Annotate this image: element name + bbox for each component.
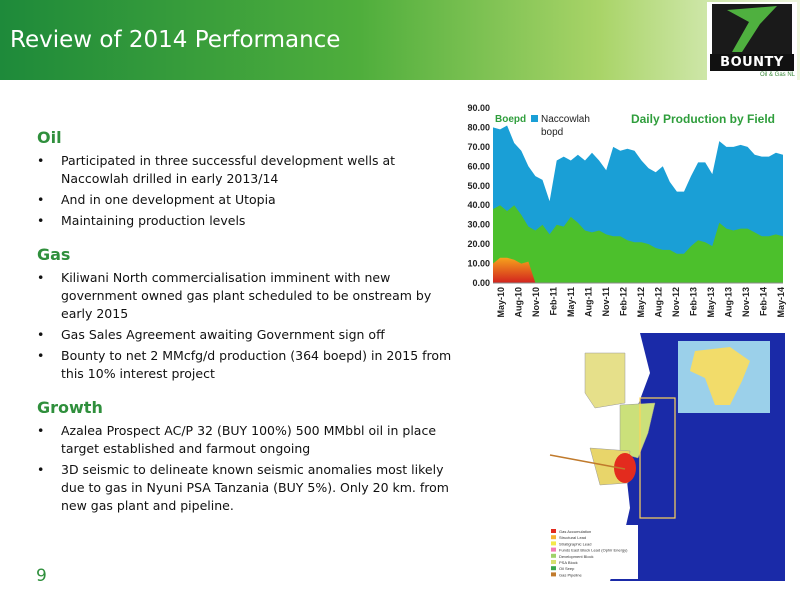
bullet-list: Kiliwani North commercialisation imminen…	[37, 269, 452, 383]
map-legend-swatch	[551, 547, 556, 552]
bullet-item: Participated in three successful develop…	[37, 152, 452, 188]
x-tick-label: Feb-13	[689, 287, 699, 316]
bullet-item: And in one development at Utopia	[37, 191, 452, 209]
bullet-item: Gas Sales Agreement awaiting Government …	[37, 326, 452, 344]
page-number: 9	[36, 566, 47, 586]
x-tick-label: Aug-12	[654, 287, 664, 318]
x-tick-label: Nov-10	[531, 287, 541, 317]
x-tick-label: Nov-11	[601, 287, 611, 317]
map-legend-label: Gas Pipeline	[559, 572, 582, 577]
map-legend-label: Gas Accumulation	[559, 529, 591, 534]
map-legend-swatch	[551, 566, 556, 571]
x-tick-label: Feb-11	[549, 287, 559, 316]
location-map: Gas Accumulation Structural Lead Stratigra…	[530, 333, 785, 581]
y-tick-label: 0.00	[472, 278, 490, 288]
map-legend-label: Stratigraphic Lead	[559, 541, 591, 546]
y-tick-label: 50.00	[467, 181, 490, 191]
x-tick-label: May-14	[776, 287, 786, 318]
section-growth: Growth Azalea Prospect AC/P 32 (BUY 100%…	[37, 398, 452, 515]
chart-y-label: Boepd	[495, 114, 526, 125]
map-block-north	[584, 352, 626, 409]
logo-name: BOUNTY	[710, 54, 794, 71]
section-heading: Gas	[37, 245, 71, 264]
section-heading: Oil	[37, 128, 62, 147]
map-legend-swatch	[551, 541, 556, 546]
y-tick-label: 20.00	[467, 239, 490, 249]
map-legend-label: Oil Seep	[559, 566, 575, 571]
x-tick-label: Nov-12	[671, 287, 681, 317]
y-tick-label: 30.00	[467, 220, 490, 230]
page-title: Review of 2014 Performance	[10, 27, 341, 53]
y-tick-label: 70.00	[467, 142, 490, 152]
bullet-item: Bounty to net 2 MMcfg/d production (364 …	[37, 347, 452, 383]
x-tick-label: May-10	[496, 287, 506, 318]
logo-swoosh-icon	[727, 6, 777, 52]
x-tick-label: Aug-11	[584, 287, 594, 317]
series-area-2	[493, 257, 783, 283]
legend-label-naccowlah: Naccowlah bopd	[541, 114, 590, 138]
x-tick-label: Feb-14	[759, 287, 769, 316]
chart-title: Daily Production by Field	[631, 112, 775, 126]
section-heading: Growth	[37, 398, 103, 417]
bullet-item: 3D seismic to delineate known seismic an…	[37, 461, 452, 515]
map-gas-pipeline	[549, 454, 626, 470]
content-body: Oil Participated in three successful dev…	[37, 128, 452, 530]
map-legend-label: Funds East Block Lead (Ophir Energy)	[559, 548, 628, 553]
legend-swatch-naccowlah	[531, 115, 538, 122]
section-gas: Gas Kiliwani North commercialisation imm…	[37, 245, 452, 383]
bullet-item: Maintaining production levels	[37, 212, 452, 230]
company-logo: BOUNTY Oil & Gas NL	[707, 2, 797, 80]
map-gas-accumulation	[614, 453, 636, 483]
bullet-item: Kiliwani North commercialisation imminen…	[37, 269, 452, 323]
map-legend-swatch	[551, 535, 556, 540]
map-legend-swatch	[551, 560, 556, 564]
bullet-list: Participated in three successful develop…	[37, 152, 452, 230]
x-tick-label: Aug-10	[514, 287, 524, 318]
x-tick-label: Aug-13	[724, 287, 734, 318]
map-legend-swatch	[551, 529, 556, 533]
map-legend-swatch	[551, 572, 556, 577]
map-block-mid	[619, 402, 656, 459]
section-oil: Oil Participated in three successful dev…	[37, 128, 452, 230]
x-tick-label: May-12	[636, 287, 646, 318]
logo-subtitle: Oil & Gas NL	[759, 72, 795, 78]
bullet-item: Azalea Prospect AC/P 32 (BUY 100%) 500 M…	[37, 422, 452, 458]
x-tick-label: Nov-13	[741, 287, 751, 317]
x-tick-label: May-11	[566, 287, 576, 317]
y-tick-label: 60.00	[467, 161, 490, 171]
header-banner: Review of 2014 Performance BOUNTY Oil & …	[0, 0, 800, 80]
series-area-1	[493, 205, 783, 283]
map-inset-africa	[678, 341, 770, 413]
map-legend-label: Development Block	[559, 554, 593, 559]
x-tick-label: Feb-12	[619, 287, 629, 316]
x-tick-label: May-13	[706, 287, 716, 318]
map-legend-swatch	[551, 553, 556, 558]
map-legend-label: Structural Lead	[559, 535, 586, 540]
y-tick-label: 10.00	[467, 259, 490, 269]
logo-mark	[712, 4, 792, 56]
y-tick-label: 80.00	[467, 122, 490, 132]
y-tick-label: 90.00	[467, 103, 490, 113]
bullet-list: Azalea Prospect AC/P 32 (BUY 100%) 500 M…	[37, 422, 452, 515]
map-psa-outline	[639, 397, 676, 519]
map-legend-label: PSA Block	[559, 560, 578, 565]
y-tick-label: 40.00	[467, 200, 490, 210]
production-chart: Daily Production by Field Boepd Naccowla…	[467, 103, 786, 318]
